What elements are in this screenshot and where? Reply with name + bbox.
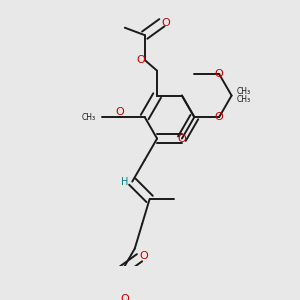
Text: CH₃: CH₃ xyxy=(81,112,95,122)
Text: O: O xyxy=(140,251,148,261)
Text: O: O xyxy=(178,134,186,144)
Text: O: O xyxy=(161,18,170,28)
Text: O: O xyxy=(137,55,146,65)
Text: CH₃: CH₃ xyxy=(237,95,251,104)
Text: O: O xyxy=(215,69,224,79)
Text: O: O xyxy=(116,107,124,117)
Text: H: H xyxy=(122,177,129,187)
Text: O: O xyxy=(215,112,224,122)
Text: CH₃: CH₃ xyxy=(237,87,251,96)
Text: O: O xyxy=(121,294,129,300)
